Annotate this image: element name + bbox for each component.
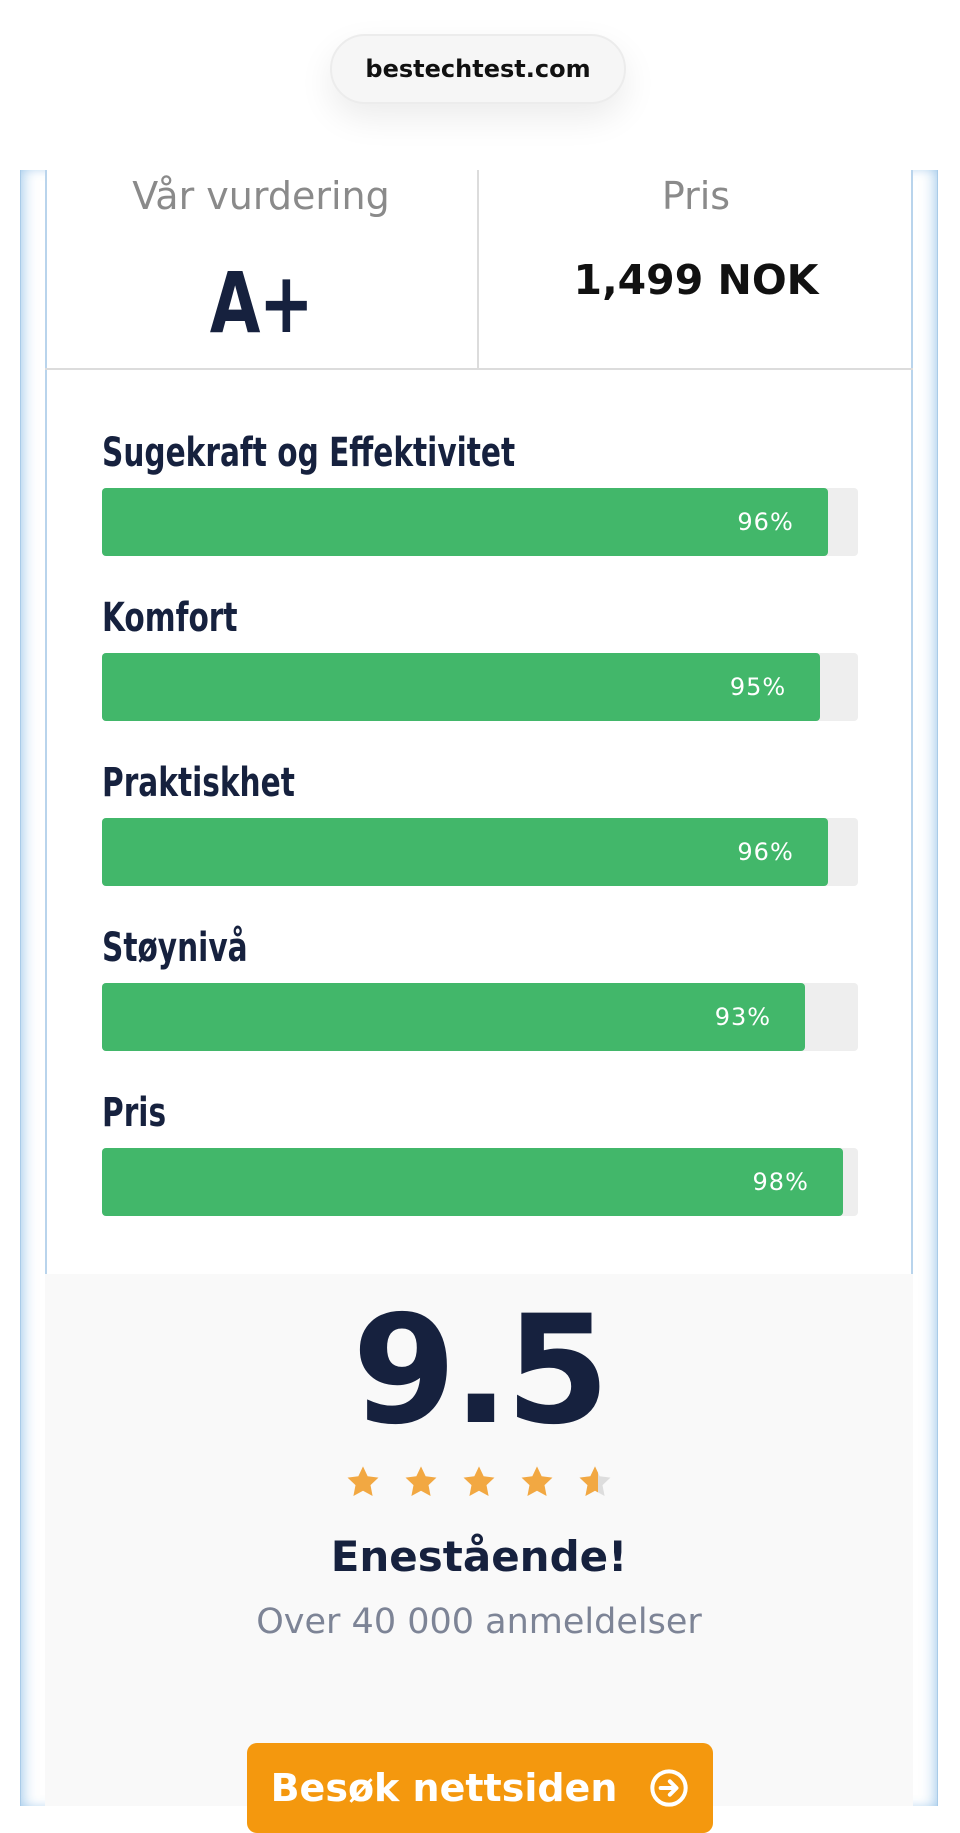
score-bar-track: 98% [102,1148,858,1216]
score-item: Sugekraft og Effektivitet 96% [102,430,858,595]
star-icon [463,1466,495,1496]
visit-website-button[interactable]: Besøk nettsiden [247,1743,713,1833]
verdict-text: Enestående! [330,1532,628,1581]
score-item: Praktiskhet 96% [102,760,858,925]
score-breakdown: Sugekraft og Effektivitet 96% Komfort 95… [102,430,858,1255]
star-icon [521,1466,553,1496]
score-percent: 93% [714,1003,772,1031]
score-bar-track: 96% [102,818,858,886]
score-bar-fill: 96% [102,488,828,556]
score-label: Sugekraft og Effektivitet [102,430,516,476]
star-icon [347,1466,379,1496]
star-icon [405,1466,437,1496]
star-rating [45,1464,913,1500]
score-percent: 95% [729,673,787,701]
price-value: 1,499 NOK [573,256,819,304]
score-item: Pris 98% [102,1090,858,1255]
arrow-right-circle-icon [650,1769,689,1807]
rating-label: Vår vurdering [132,174,390,218]
score-item: Komfort 95% [102,595,858,760]
score-label: Praktiskhet [102,760,295,806]
score-percent: 96% [737,838,794,866]
score-item: Støynivå 93% [102,925,858,1090]
visit-website-label: Besøk nettsiden [270,1766,618,1810]
rating-price-row: Vår vurdering A+ Pris 1,499 NOK [45,170,913,370]
price-label: Pris [661,174,731,218]
rating-grade: A+ [209,254,314,352]
score-bar-fill: 96% [102,818,828,886]
score-bar-fill: 98% [102,1148,843,1216]
score-bar-track: 96% [102,488,858,556]
score-percent: 96% [737,508,794,536]
url-bar[interactable]: bestechtest.com [330,34,626,104]
score-percent: 98% [752,1168,809,1196]
browser-top-bar: bestechtest.com [0,0,960,170]
score-bar-track: 93% [102,983,858,1051]
score-bar-fill: 93% [102,983,806,1051]
rating-column: Vår vurdering A+ [45,170,479,368]
score-bar-fill: 95% [102,653,821,721]
review-count: Over 40 000 anmeldelser [256,1602,702,1642]
score-label: Komfort [102,595,238,641]
overall-summary: 9.5 Enestående! Over 40 000 anmeldelser … [45,1274,913,1833]
price-column: Pris 1,499 NOK [479,170,913,368]
score-bar-track: 95% [102,653,858,721]
score-label: Pris [102,1090,167,1136]
overall-score: 9.5 [352,1284,610,1458]
half-star-icon [579,1466,611,1496]
score-label: Støynivå [102,925,248,971]
